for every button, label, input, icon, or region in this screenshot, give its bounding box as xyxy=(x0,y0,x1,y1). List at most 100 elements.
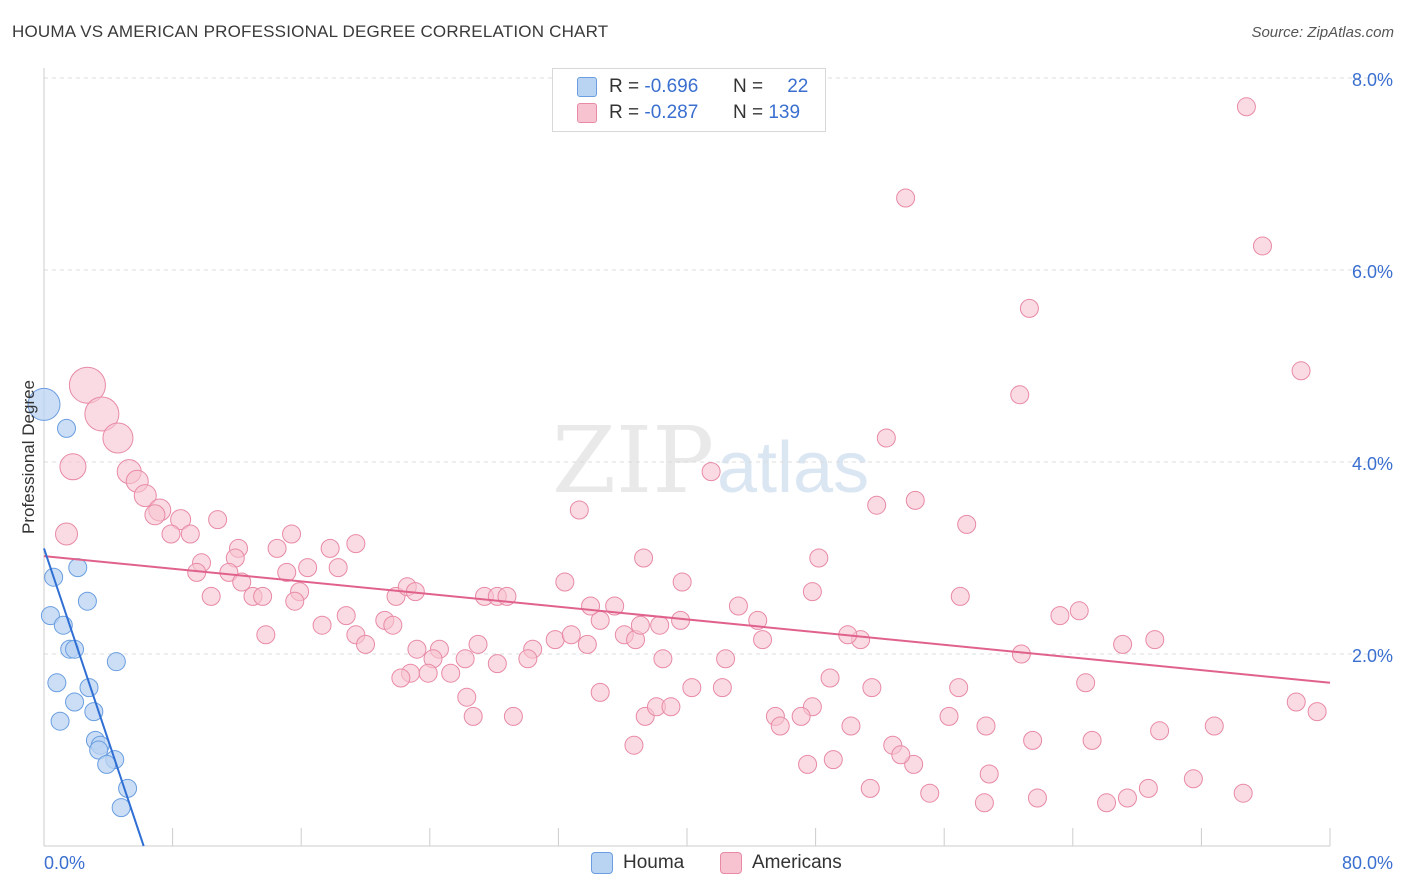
houma-point xyxy=(65,692,85,712)
americans-point xyxy=(653,649,673,669)
americans-point xyxy=(682,678,702,698)
watermark-zip: ZIP xyxy=(552,407,714,514)
legend-n-label: N = xyxy=(732,76,764,97)
legend-r-value: -0.287 xyxy=(644,102,699,123)
americans-point xyxy=(753,630,773,650)
americans-point xyxy=(1019,298,1039,318)
legend-r-label: R = xyxy=(609,102,640,123)
americans-point xyxy=(862,678,882,698)
americans-point xyxy=(180,524,200,544)
y-tick-label: 2.0% xyxy=(1352,646,1393,666)
americans-point xyxy=(957,514,977,534)
americans-point xyxy=(256,625,276,645)
legend-label-houma: Houma xyxy=(623,852,685,873)
watermark-atlas: atlas xyxy=(717,428,869,508)
americans-point xyxy=(976,716,996,736)
americans-point xyxy=(791,706,811,726)
americans-point xyxy=(1236,97,1256,117)
legend-swatch-houma xyxy=(577,77,597,97)
legend-item-americans[interactable]: Americans xyxy=(720,852,842,874)
americans-point xyxy=(487,654,507,674)
americans-point xyxy=(267,538,287,558)
houma-point xyxy=(97,754,117,774)
houma-point xyxy=(47,673,67,693)
x-tick-label: 80.0% xyxy=(1342,853,1393,873)
americans-point xyxy=(1145,630,1165,650)
tick-labels: 2.0% 4.0% 6.0% 8.0% 0.0% 80.0% xyxy=(44,70,1393,873)
legend-swatch-americans xyxy=(577,103,597,123)
houma-point xyxy=(111,798,131,818)
americans-point xyxy=(346,534,366,554)
americans-point xyxy=(1307,702,1327,722)
americans-point xyxy=(860,778,880,798)
americans-point xyxy=(712,678,732,698)
americans-trend-line xyxy=(43,555,1331,684)
americans-point xyxy=(441,663,461,683)
americans-point xyxy=(1204,716,1224,736)
americans-point xyxy=(356,634,375,654)
americans-point xyxy=(1023,730,1043,750)
americans-point xyxy=(1076,673,1096,693)
americans-point xyxy=(920,783,940,803)
houma-point xyxy=(57,418,77,438)
americans-point xyxy=(891,745,911,765)
americans-point xyxy=(1027,788,1047,808)
correlation-legend: R = -0.696 N = 22 R = -0.287 N = 139 xyxy=(552,68,826,132)
americans-point xyxy=(407,639,427,659)
americans-point xyxy=(328,558,348,578)
houma-points xyxy=(27,387,138,818)
chart-title: HOUMA VS AMERICAN PROFESSIONAL DEGREE CO… xyxy=(12,22,609,41)
americans-point xyxy=(1286,692,1306,712)
americans-point xyxy=(391,668,411,688)
americans-point xyxy=(285,591,305,611)
americans-point xyxy=(1097,793,1117,813)
americans-point xyxy=(1010,385,1030,405)
americans-point xyxy=(905,490,925,510)
houma-point xyxy=(68,558,88,578)
americans-point xyxy=(770,716,790,736)
americans-point xyxy=(748,610,768,630)
americans-point xyxy=(1138,778,1158,798)
americans-point xyxy=(68,366,106,404)
houma-point xyxy=(106,652,126,672)
legend-r-label: R = xyxy=(609,76,640,97)
houma-point xyxy=(27,387,61,421)
americans-point xyxy=(1050,606,1070,626)
americans-point xyxy=(84,396,120,432)
americans-point xyxy=(418,663,438,683)
americans-point xyxy=(253,586,273,606)
americans-point xyxy=(661,697,681,717)
zipatlas-watermark: ZIP atlas xyxy=(552,407,869,514)
americans-point xyxy=(823,750,843,770)
americans-point xyxy=(1233,783,1253,803)
houma-point xyxy=(77,591,97,611)
americans-point xyxy=(518,649,538,669)
americans-point xyxy=(798,754,818,774)
americans-point xyxy=(605,596,625,616)
americans-point xyxy=(876,428,896,448)
legend-n-value: 139 xyxy=(768,102,801,123)
americans-point xyxy=(555,572,575,592)
axes xyxy=(43,68,1331,847)
houma-point xyxy=(50,711,70,731)
americans-point xyxy=(672,572,692,592)
americans-point xyxy=(904,754,924,774)
americans-point xyxy=(298,558,318,578)
y-axis-label: Professional Degree xyxy=(19,380,38,534)
legend-n-value: 22 xyxy=(787,76,809,97)
americans-point xyxy=(577,634,597,654)
americans-points xyxy=(55,97,1327,813)
americans-point xyxy=(650,615,670,635)
americans-point xyxy=(208,510,228,530)
americans-point xyxy=(950,586,970,606)
legend-swatch-americans xyxy=(720,852,742,874)
legend-n-label: N = xyxy=(732,102,764,123)
americans-point xyxy=(939,706,959,726)
americans-point xyxy=(144,504,166,526)
americans-point xyxy=(867,495,887,515)
americans-point xyxy=(55,522,79,546)
legend-item-houma[interactable]: Houma xyxy=(591,852,684,874)
americans-point xyxy=(545,630,565,650)
houma-point xyxy=(40,606,60,626)
